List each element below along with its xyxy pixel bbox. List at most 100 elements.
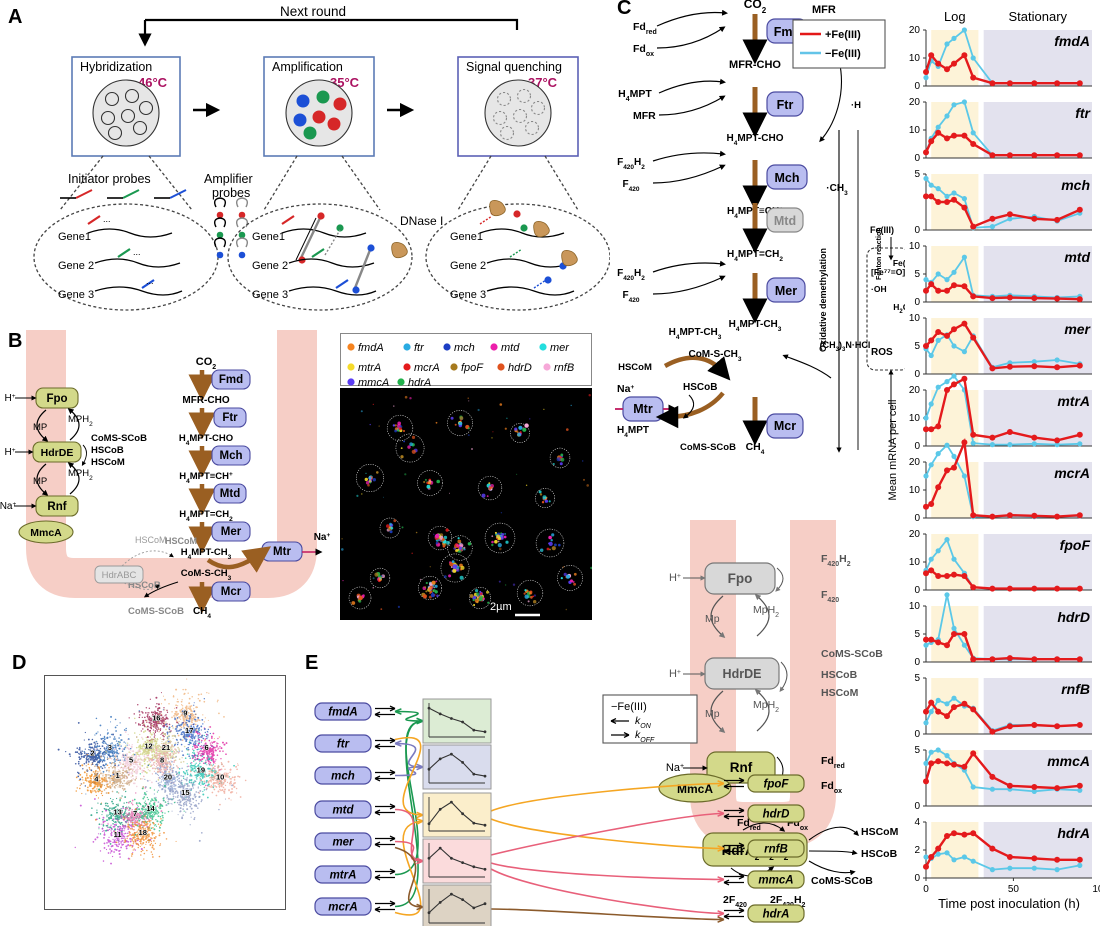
svg-text:HSCoM: HSCoM xyxy=(861,826,899,838)
svg-text:H+: H+ xyxy=(4,447,15,459)
svg-text:...: ... xyxy=(146,276,154,286)
svg-text:MFR-CHO: MFR-CHO xyxy=(729,59,781,71)
svg-text:5: 5 xyxy=(914,269,920,280)
svg-text:50: 50 xyxy=(1008,884,1020,895)
svg-text:H+: H+ xyxy=(669,572,681,584)
svg-text:H4MPT: H4MPT xyxy=(618,88,652,103)
svg-text:10: 10 xyxy=(909,53,921,64)
svg-text:Mer: Mer xyxy=(221,526,242,538)
svg-text:H4MPT: H4MPT xyxy=(617,425,649,439)
svg-text:0: 0 xyxy=(914,657,920,668)
svg-text:H4MPT-CH3: H4MPT-CH3 xyxy=(669,327,722,341)
svg-text:mcrA: mcrA xyxy=(414,362,440,374)
svg-text:Na+: Na+ xyxy=(314,532,331,544)
svg-text:Mtd: Mtd xyxy=(220,488,240,500)
svg-text:fmdA: fmdA xyxy=(1054,33,1090,49)
svg-text:Gene1: Gene1 xyxy=(252,231,285,243)
svg-text:Next round: Next round xyxy=(280,4,346,19)
svg-text:H4MPT=CH2: H4MPT=CH2 xyxy=(179,509,233,523)
svg-text:0: 0 xyxy=(914,153,920,164)
svg-text:20: 20 xyxy=(909,385,921,396)
svg-text:−Fe(III): −Fe(III) xyxy=(825,48,861,60)
svg-text:Mp: Mp xyxy=(705,613,720,625)
svg-text:0: 0 xyxy=(914,585,920,596)
svg-text:20: 20 xyxy=(909,529,921,540)
svg-text:0: 0 xyxy=(923,884,929,895)
svg-text:Fdred: Fdred xyxy=(633,21,657,36)
svg-text:fmdA: fmdA xyxy=(358,342,384,354)
svg-text:20: 20 xyxy=(909,97,921,108)
svg-text:HSCoB: HSCoB xyxy=(91,445,124,456)
svg-text:mcrA: mcrA xyxy=(1054,465,1090,481)
svg-text:Fpo: Fpo xyxy=(46,393,67,405)
svg-text:CO2: CO2 xyxy=(744,0,767,15)
svg-text:MFR: MFR xyxy=(633,110,656,122)
svg-text:Fmd: Fmd xyxy=(219,374,243,386)
svg-text:0: 0 xyxy=(914,729,920,740)
svg-text:MFR: MFR xyxy=(812,4,836,16)
svg-text:Mcr: Mcr xyxy=(221,586,242,598)
svg-text:mmcA: mmcA xyxy=(1047,753,1090,769)
svg-text:0: 0 xyxy=(914,441,920,452)
svg-text:rnfB: rnfB xyxy=(554,362,574,374)
svg-text:HSCoM: HSCoM xyxy=(165,536,197,546)
svg-text:10: 10 xyxy=(909,557,921,568)
svg-text:HSCoM: HSCoM xyxy=(91,457,125,468)
svg-text:0: 0 xyxy=(914,801,920,812)
svg-text:100: 100 xyxy=(1092,884,1100,895)
svg-text:mtd: mtd xyxy=(1064,249,1090,265)
svg-text:Gene 2: Gene 2 xyxy=(252,260,288,272)
svg-text:DNase I: DNase I xyxy=(400,214,443,228)
svg-text:HdrABC: HdrABC xyxy=(102,570,137,581)
svg-text:Mch: Mch xyxy=(220,450,243,462)
svg-text:Gene 3: Gene 3 xyxy=(252,289,288,301)
svg-text:·H: ·H xyxy=(851,100,861,111)
svg-text:0: 0 xyxy=(914,81,920,92)
svg-text:Hybridization: Hybridization xyxy=(80,60,152,74)
svg-text:5: 5 xyxy=(914,169,920,180)
svg-text:mmcA: mmcA xyxy=(358,377,389,387)
svg-text:HSCoM: HSCoM xyxy=(618,362,652,373)
svg-text:0: 0 xyxy=(914,513,920,524)
svg-text:Mean mRNA per cell: Mean mRNA per cell xyxy=(887,400,899,501)
svg-text:F420H2: F420H2 xyxy=(617,157,645,171)
svg-text:mch: mch xyxy=(1061,177,1090,193)
svg-text:Gene 2: Gene 2 xyxy=(58,260,94,272)
svg-text:4: 4 xyxy=(914,817,920,828)
svg-text:Ftr: Ftr xyxy=(777,98,794,112)
svg-text:0: 0 xyxy=(914,369,920,380)
svg-text:mtrA: mtrA xyxy=(1057,393,1090,409)
svg-text:5: 5 xyxy=(914,673,920,684)
svg-text:rnfB: rnfB xyxy=(1061,681,1090,697)
svg-text:CoMS-SCoB: CoMS-SCoB xyxy=(821,648,883,660)
svg-text:F420: F420 xyxy=(623,179,640,193)
svg-text:CO2: CO2 xyxy=(196,356,217,371)
svg-text:Stationary: Stationary xyxy=(1009,9,1068,24)
svg-text:10: 10 xyxy=(909,413,921,424)
svg-text:CoMS-SCoB: CoMS-SCoB xyxy=(128,606,184,617)
svg-text:Ftr: Ftr xyxy=(222,412,238,424)
svg-text:F420: F420 xyxy=(623,290,640,304)
svg-text:5: 5 xyxy=(914,341,920,352)
svg-text:Amplifier: Amplifier xyxy=(204,172,253,186)
svg-text:MP: MP xyxy=(33,422,47,433)
svg-text:10: 10 xyxy=(909,241,921,252)
svg-text:MmcA: MmcA xyxy=(30,527,62,539)
svg-text:Oxidative demethylation: Oxidative demethylation xyxy=(818,248,828,352)
svg-text:HdrDE: HdrDE xyxy=(41,447,74,459)
svg-text:Log: Log xyxy=(944,9,966,24)
svg-text:Rnf: Rnf xyxy=(47,501,66,513)
svg-text:Gene 2: Gene 2 xyxy=(450,260,486,272)
svg-text:Mer: Mer xyxy=(775,284,797,298)
svg-text:hdrD: hdrD xyxy=(1057,609,1090,625)
svg-text:Mch: Mch xyxy=(775,171,800,185)
svg-text:Mtr: Mtr xyxy=(633,402,653,416)
svg-text:2: 2 xyxy=(914,845,920,856)
svg-text:20: 20 xyxy=(909,25,921,36)
svg-text:...: ... xyxy=(103,214,111,224)
svg-text:20: 20 xyxy=(909,457,921,468)
svg-text:Gene1: Gene1 xyxy=(58,231,91,243)
svg-text:Na+: Na+ xyxy=(617,383,634,395)
svg-text:H4MPT-CHO: H4MPT-CHO xyxy=(727,133,784,147)
svg-text:ftr: ftr xyxy=(1075,105,1091,121)
